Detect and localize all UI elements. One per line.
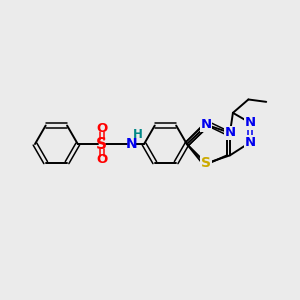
Text: O: O bbox=[96, 153, 107, 166]
Text: O: O bbox=[96, 122, 107, 135]
Text: N: N bbox=[244, 116, 255, 129]
Text: N: N bbox=[224, 126, 236, 139]
Text: H: H bbox=[133, 128, 143, 141]
Text: S: S bbox=[96, 136, 107, 152]
Text: N: N bbox=[126, 137, 137, 151]
Text: N: N bbox=[244, 136, 255, 149]
Text: S: S bbox=[201, 156, 211, 170]
Text: N: N bbox=[201, 118, 212, 131]
